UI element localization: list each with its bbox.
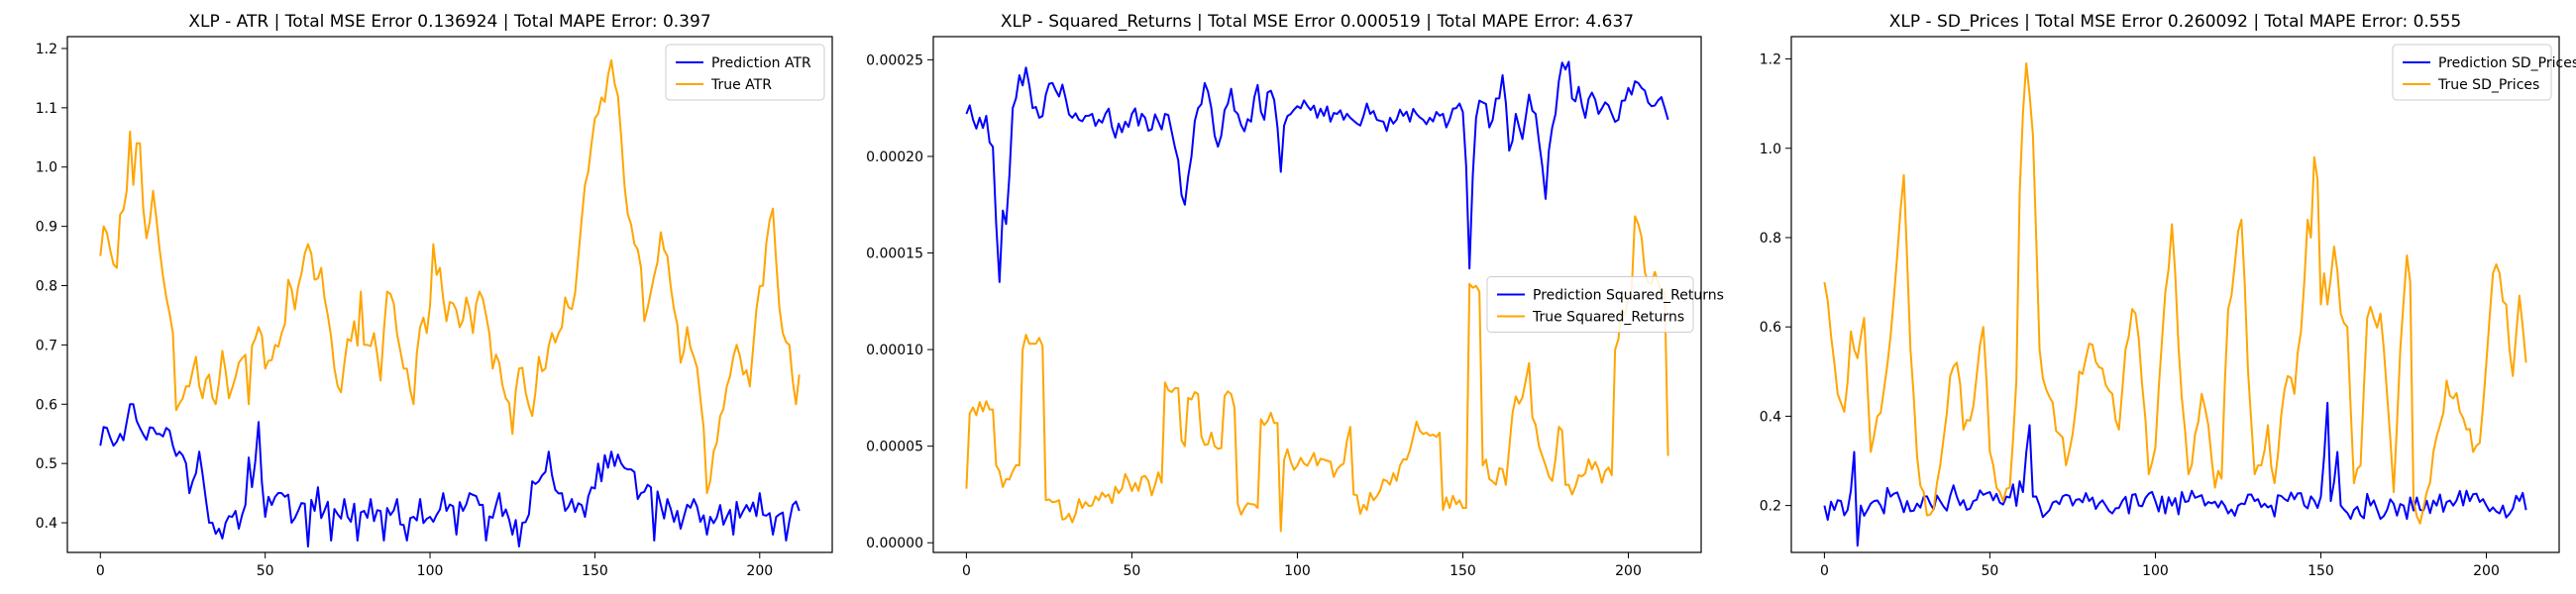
x-tick-label: 0 [1820, 563, 1829, 579]
plot-area [965, 60, 1669, 533]
axes-frame [932, 36, 1702, 553]
y-tick-label: 0.4 [36, 516, 57, 532]
legend-label: True Squared_Returns [1532, 310, 1684, 326]
series-line-true [99, 58, 801, 495]
y-tick-label: 0.00000 [866, 536, 923, 551]
x-tick-label: 150 [1449, 563, 1476, 579]
legend-box [2392, 44, 2552, 101]
y-tick-label: 0.2 [1760, 499, 1781, 515]
chart-title: XLP - SD_Prices | Total MSE Error 0.2600… [1889, 12, 2462, 32]
chart-title: XLP - Squared_Returns | Total MSE Error … [1001, 12, 1634, 32]
chart-title: XLP - ATR | Total MSE Error 0.136924 | T… [188, 12, 710, 32]
chart-3: XLP - SD_Prices | Total MSE Error 0.2600… [1760, 12, 2576, 579]
y-tick-label: 0.00015 [866, 247, 923, 262]
chart-2: XLP - Squared_Returns | Total MSE Error … [866, 12, 1724, 579]
plot-area [1823, 62, 2527, 547]
legend-label: True SD_Prices [2437, 77, 2539, 93]
series-line-true [1823, 62, 2527, 525]
chart-1: XLP - ATR | Total MSE Error 0.136924 | T… [36, 12, 833, 579]
legend: Prediction SD_Prices True SD_Prices [2392, 44, 2576, 101]
y-tick-label: 0.9 [36, 220, 57, 236]
x-tick-label: 50 [257, 563, 274, 579]
y-tick-label: 1.2 [1760, 52, 1781, 68]
x-tick-label: 100 [2142, 563, 2169, 579]
y-tick-label: 0.00025 [866, 52, 923, 68]
y-tick-label: 1.1 [36, 101, 57, 117]
y-tick-label: 1.2 [36, 42, 57, 57]
legend-label: Prediction SD_Prices [2438, 55, 2576, 71]
x-tick-label: 100 [417, 563, 444, 579]
y-tick-label: 0.00010 [866, 343, 923, 358]
y-tick-label: 0.4 [1760, 409, 1781, 425]
x-tick-label: 100 [1284, 563, 1311, 579]
charts-container: XLP - ATR | Total MSE Error 0.136924 | T… [36, 12, 2576, 579]
y-tick-label: 0.8 [1760, 231, 1781, 247]
y-tick-label: 0.7 [36, 338, 57, 353]
legend-box [1486, 276, 1694, 333]
y-tick-label: 0.00005 [866, 440, 923, 455]
legend: Prediction ATR True ATR [665, 44, 825, 101]
series-line-true [965, 215, 1669, 533]
y-tick-label: 0.5 [36, 456, 57, 472]
x-tick-label: 50 [1982, 563, 1999, 579]
x-tick-label: 200 [2473, 563, 2500, 579]
x-tick-label: 200 [746, 563, 773, 579]
y-tick-label: 0.6 [1760, 320, 1781, 336]
y-tick-label: 0.6 [36, 397, 57, 413]
legend-label: True ATR [710, 77, 772, 93]
axes-frame [1790, 36, 2560, 553]
legend: Prediction Squared_Returns True Squared_R… [1486, 276, 1724, 333]
x-tick-label: 50 [1124, 563, 1141, 579]
x-tick-label: 0 [96, 563, 105, 579]
legend-box [665, 44, 825, 101]
plot-area [99, 58, 801, 548]
y-tick-label: 1.0 [1760, 142, 1781, 157]
y-tick-label: 1.0 [36, 160, 57, 176]
series-line-prediction [1823, 401, 2527, 547]
y-tick-label: 0.00020 [866, 149, 923, 165]
axes-frame [66, 36, 833, 553]
y-tick-label: 0.8 [36, 279, 57, 295]
x-tick-label: 150 [2308, 563, 2334, 579]
x-tick-label: 150 [582, 563, 608, 579]
x-tick-label: 200 [1615, 563, 1642, 579]
legend-label: Prediction ATR [711, 55, 811, 71]
legend-label: Prediction Squared_Returns [1533, 288, 1724, 304]
x-tick-label: 0 [962, 563, 971, 579]
series-line-prediction [99, 403, 801, 548]
series-line-prediction [965, 60, 1669, 283]
